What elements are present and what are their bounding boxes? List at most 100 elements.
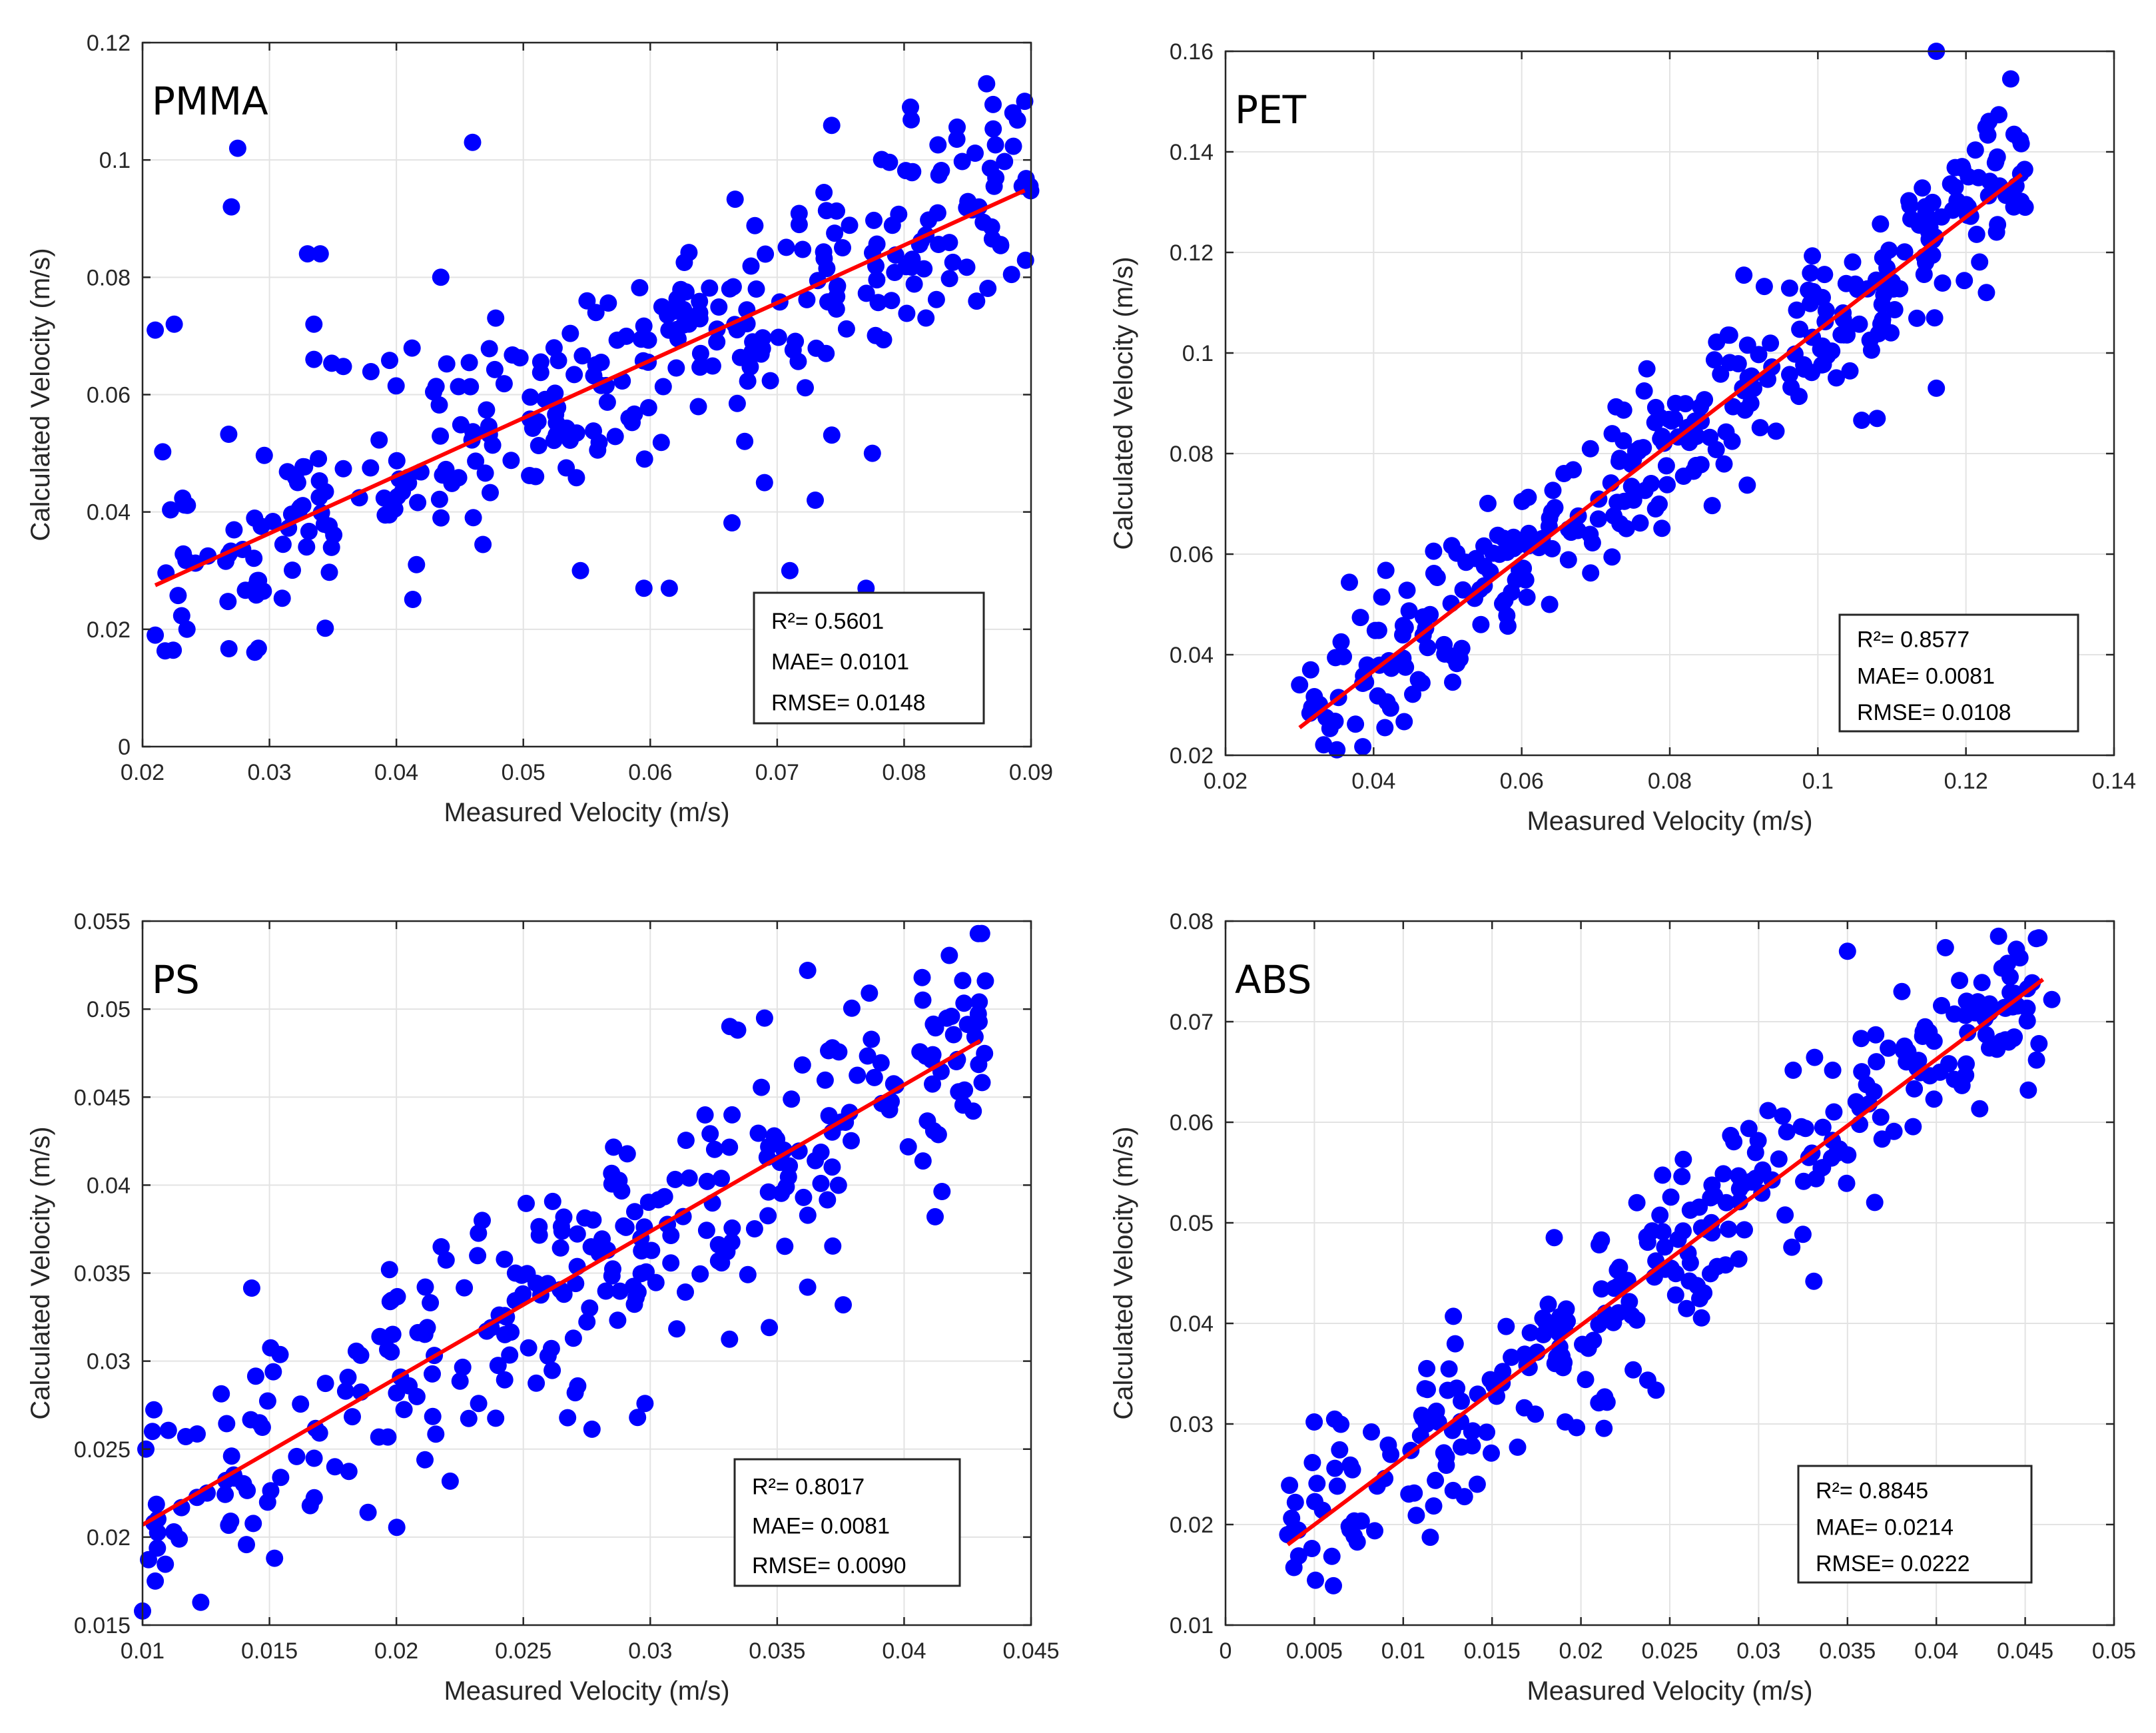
data-point — [1873, 296, 1891, 314]
data-point — [820, 1107, 838, 1125]
data-point — [1814, 1118, 1832, 1136]
data-point — [1936, 938, 1954, 956]
data-point — [566, 1384, 584, 1402]
data-point — [310, 472, 328, 490]
data-point — [1004, 104, 1022, 122]
data-point — [388, 1519, 406, 1537]
data-point — [450, 469, 468, 487]
data-point — [1568, 1419, 1586, 1437]
stats-box: R²= 0.8577 MAE= 0.0081 RMSE= 0.0108 — [1838, 613, 2079, 733]
stats-box-frame — [1797, 1465, 2033, 1584]
data-point — [1283, 1509, 1301, 1527]
data-point — [1867, 1026, 1885, 1044]
data-point — [883, 292, 900, 310]
y-tick-label: 0.05 — [1170, 1211, 1214, 1236]
data-point — [668, 320, 686, 338]
x-tick-label: 0.025 — [1641, 1638, 1698, 1664]
data-point — [723, 1106, 741, 1124]
data-point — [1999, 954, 2017, 972]
data-point — [1973, 974, 1991, 992]
data-point — [761, 372, 779, 390]
data-point — [1305, 688, 1323, 705]
stats-line: RMSE= 0.0222 — [1816, 1551, 1970, 1576]
data-point — [336, 1382, 354, 1400]
data-point — [807, 492, 824, 509]
data-point — [1657, 457, 1675, 475]
stats-box: R²= 0.5601 MAE= 0.0101 RMSE= 0.0148 — [753, 591, 985, 725]
data-point — [721, 1330, 739, 1348]
data-point — [2019, 1081, 2037, 1099]
data-point — [551, 1239, 569, 1257]
data-point — [1674, 1150, 1692, 1168]
x-tick-label: 0.045 — [1002, 1638, 1059, 1664]
data-point — [668, 1320, 686, 1338]
data-point — [1971, 1100, 1989, 1118]
data-point — [1016, 251, 1034, 269]
data-point — [305, 315, 323, 333]
data-point — [1738, 476, 1756, 494]
y-tick-label: 0.12 — [87, 31, 131, 56]
data-point — [408, 1387, 426, 1405]
x-tick-label: 0.015 — [1464, 1638, 1521, 1664]
data-point — [1953, 1076, 1971, 1094]
data-point — [1990, 106, 2007, 124]
data-point — [1841, 362, 1859, 380]
data-point — [147, 626, 165, 644]
data-point — [470, 1395, 488, 1413]
data-point — [1804, 247, 1822, 265]
data-point — [1325, 1410, 1343, 1428]
data-point — [944, 1026, 962, 1044]
data-point — [2011, 131, 2029, 149]
data-point — [927, 290, 945, 308]
data-point — [383, 1291, 400, 1309]
data-point — [755, 1009, 773, 1027]
data-point — [1662, 1188, 1680, 1206]
data-point — [460, 354, 478, 372]
data-point — [753, 1078, 771, 1096]
data-point — [1666, 394, 1684, 412]
x-tick-label: 0.025 — [495, 1638, 551, 1664]
data-point — [915, 260, 933, 278]
data-point — [2018, 1012, 2036, 1030]
data-point — [266, 1549, 284, 1567]
data-point — [1759, 1102, 1777, 1120]
data-point — [220, 640, 238, 657]
data-point — [2016, 198, 2034, 216]
data-point — [1746, 1170, 1764, 1188]
data-point — [244, 1515, 262, 1533]
data-point — [1472, 615, 1490, 633]
x-tick-label: 0.02 — [1204, 769, 1248, 794]
data-point — [721, 280, 739, 298]
data-point — [1366, 621, 1384, 639]
data-point — [464, 423, 482, 441]
data-point — [1414, 608, 1432, 626]
data-point — [501, 1346, 519, 1364]
data-point — [745, 1220, 763, 1237]
data-point — [1730, 1167, 1748, 1185]
data-point — [606, 428, 624, 446]
data-point — [496, 1250, 514, 1268]
data-point — [1419, 1381, 1436, 1399]
data-point — [316, 1375, 334, 1393]
stats-line: MAE= 0.0081 — [752, 1514, 890, 1539]
data-point — [1781, 366, 1798, 384]
data-point — [1861, 331, 1879, 349]
data-point — [1723, 432, 1741, 450]
y-tick-label: 0.02 — [1170, 743, 1214, 769]
data-point — [1598, 1393, 1616, 1411]
data-point — [1581, 525, 1599, 543]
data-point — [708, 333, 726, 351]
data-point — [249, 639, 267, 657]
data-point — [325, 526, 343, 544]
data-point — [1475, 537, 1493, 555]
data-point — [1453, 1392, 1470, 1410]
x-tick-label: 0.05 — [2092, 1638, 2136, 1664]
data-point — [177, 1428, 194, 1445]
data-point — [1853, 412, 1871, 429]
data-point — [1418, 1359, 1436, 1377]
data-point — [1853, 1063, 1871, 1081]
data-point — [1885, 1122, 1903, 1140]
data-point — [1977, 284, 1995, 302]
data-point — [1654, 1166, 1672, 1184]
data-point — [1956, 272, 1974, 290]
